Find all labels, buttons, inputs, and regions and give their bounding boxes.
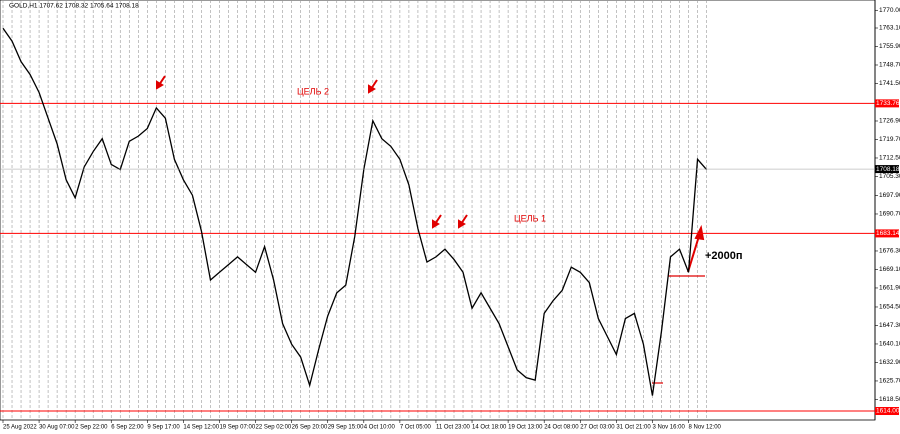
y-tick-label: 1697.90	[879, 192, 900, 199]
level-label: 1683.14	[876, 230, 900, 237]
level-label: 1614.00	[876, 408, 900, 415]
y-tick-label: 1712.50	[879, 155, 900, 162]
plot-frame	[0, 0, 876, 421]
x-tick-label: 11 Oct 23:00	[436, 425, 471, 431]
x-tick-label: 8 Nov 12:00	[689, 425, 722, 431]
x-tick-label: 31 Oct 21:00	[616, 425, 651, 431]
level-label: 1733.76	[876, 100, 900, 107]
x-tick-label: 14 Oct 18:00	[472, 425, 507, 431]
x-tick-label: 9 Sep 17:00	[147, 425, 180, 431]
y-tick-label: 1755.90	[879, 43, 900, 50]
annotation: +2000п	[705, 250, 743, 262]
level-tag	[875, 229, 899, 238]
x-tick-label: 19 Sep 07:00	[219, 425, 255, 431]
y-tick-label: 1669.10	[879, 266, 900, 273]
y-tick-label: 1770.00	[879, 7, 900, 14]
annotation: ЦЕЛЬ 2	[297, 86, 329, 96]
y-tick-label: 1654.50	[879, 304, 900, 311]
y-tick-label: 1661.90	[879, 285, 900, 292]
annotation: ЦЕЛЬ 1	[514, 213, 546, 223]
price-line	[2, 27, 708, 396]
x-tick-label: 3 Nov 16:00	[652, 425, 685, 431]
y-tick-label: 1741.50	[879, 80, 900, 87]
x-tick-label: 29 Sep 15:00	[328, 425, 364, 431]
x-tick-label: 7 Oct 05:00	[400, 425, 432, 431]
x-tick-label: 19 Oct 13:00	[508, 425, 543, 431]
y-tick-label: 1705.30	[879, 173, 900, 180]
x-tick-label: 22 Sep 02:00	[256, 425, 292, 431]
y-tick-label: 1719.70	[879, 136, 900, 143]
y-tick-label: 1690.70	[879, 211, 900, 218]
y-tick-label: 1763.10	[879, 25, 900, 32]
y-tick-label: 1676.30	[879, 248, 900, 255]
last-price-tag	[875, 165, 899, 174]
last-price-label: 1708.18	[876, 166, 900, 173]
x-tick-label: 27 Oct 03:00	[580, 425, 615, 431]
y-tick-label: 1625.70	[879, 378, 900, 385]
x-tick-label: 30 Aug 07:00	[39, 425, 75, 431]
level-tag	[875, 99, 899, 108]
y-tick-label: 1632.90	[879, 359, 900, 366]
x-tick-label: 2 Sep 22:00	[75, 425, 108, 431]
x-tick-label: 14 Sep 12:00	[183, 425, 219, 431]
x-tick-label: 6 Sep 22:00	[111, 425, 144, 431]
grid	[2, 0, 707, 420]
y-tick-label: 1748.70	[879, 62, 900, 69]
x-tick-label: 26 Sep 20:00	[292, 425, 328, 431]
y-tick-label: 1647.30	[879, 322, 900, 329]
x-tick-label: 24 Oct 08:00	[544, 425, 579, 431]
x-tick-label: 25 Aug 2022	[3, 425, 37, 431]
y-tick-label: 1618.50	[879, 396, 900, 403]
x-tick-label: 4 Oct 10:00	[364, 425, 396, 431]
level-tag	[875, 407, 899, 416]
chart-title: GOLD,H1 1707.62 1708.32 1705.64 1708.18	[9, 3, 139, 10]
y-tick-label: 1726.90	[879, 118, 900, 125]
y-tick-label: 1640.10	[879, 341, 900, 348]
